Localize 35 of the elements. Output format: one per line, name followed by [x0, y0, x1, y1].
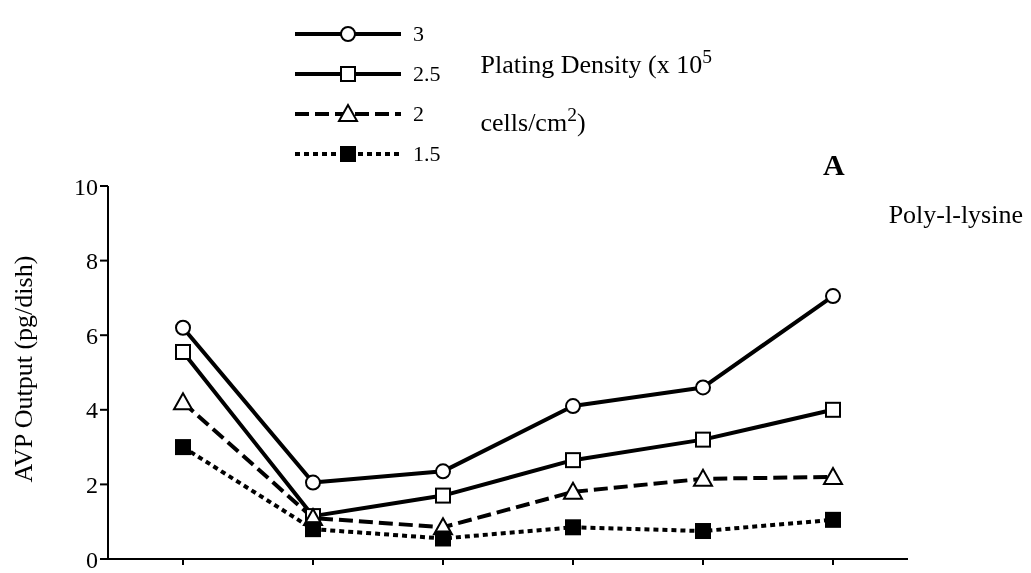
- y-tick-label: 10: [74, 173, 98, 200]
- point: [435, 463, 451, 480]
- point: [565, 519, 581, 536]
- y-tick-label: 0: [86, 546, 98, 573]
- point: [565, 452, 581, 469]
- y-axis-title: AVP Output (pg/dish): [9, 255, 39, 483]
- legend-label: 2.5: [413, 61, 441, 87]
- point: [175, 439, 191, 456]
- point: [825, 401, 841, 418]
- point: [305, 474, 321, 491]
- annotation: Poly-l-lysine: [888, 200, 1023, 230]
- point: [825, 288, 841, 305]
- point: [695, 523, 711, 540]
- point: [175, 343, 191, 360]
- point: [175, 319, 191, 336]
- point: [563, 481, 583, 500]
- text: Plating Density (x 10$^{5}$ cells/cm$^{2}$): [480, 46, 712, 137]
- point: [435, 530, 451, 547]
- point: [693, 468, 713, 487]
- legend-label: 2: [413, 101, 424, 127]
- point: [695, 431, 711, 448]
- point: [695, 379, 711, 396]
- point: [823, 466, 843, 485]
- point: [825, 511, 841, 528]
- point: [305, 521, 321, 538]
- point: [565, 398, 581, 415]
- chart-title: A: [823, 148, 845, 182]
- legend-label: 1.5: [413, 141, 441, 167]
- y-tick-label: 8: [86, 248, 98, 275]
- y-tick-label: 2: [86, 471, 98, 498]
- point: [173, 392, 193, 411]
- point: [435, 487, 451, 504]
- y-tick-label: 6: [86, 322, 98, 349]
- legend-label: 3: [413, 21, 424, 47]
- y-tick-label: 4: [86, 397, 98, 424]
